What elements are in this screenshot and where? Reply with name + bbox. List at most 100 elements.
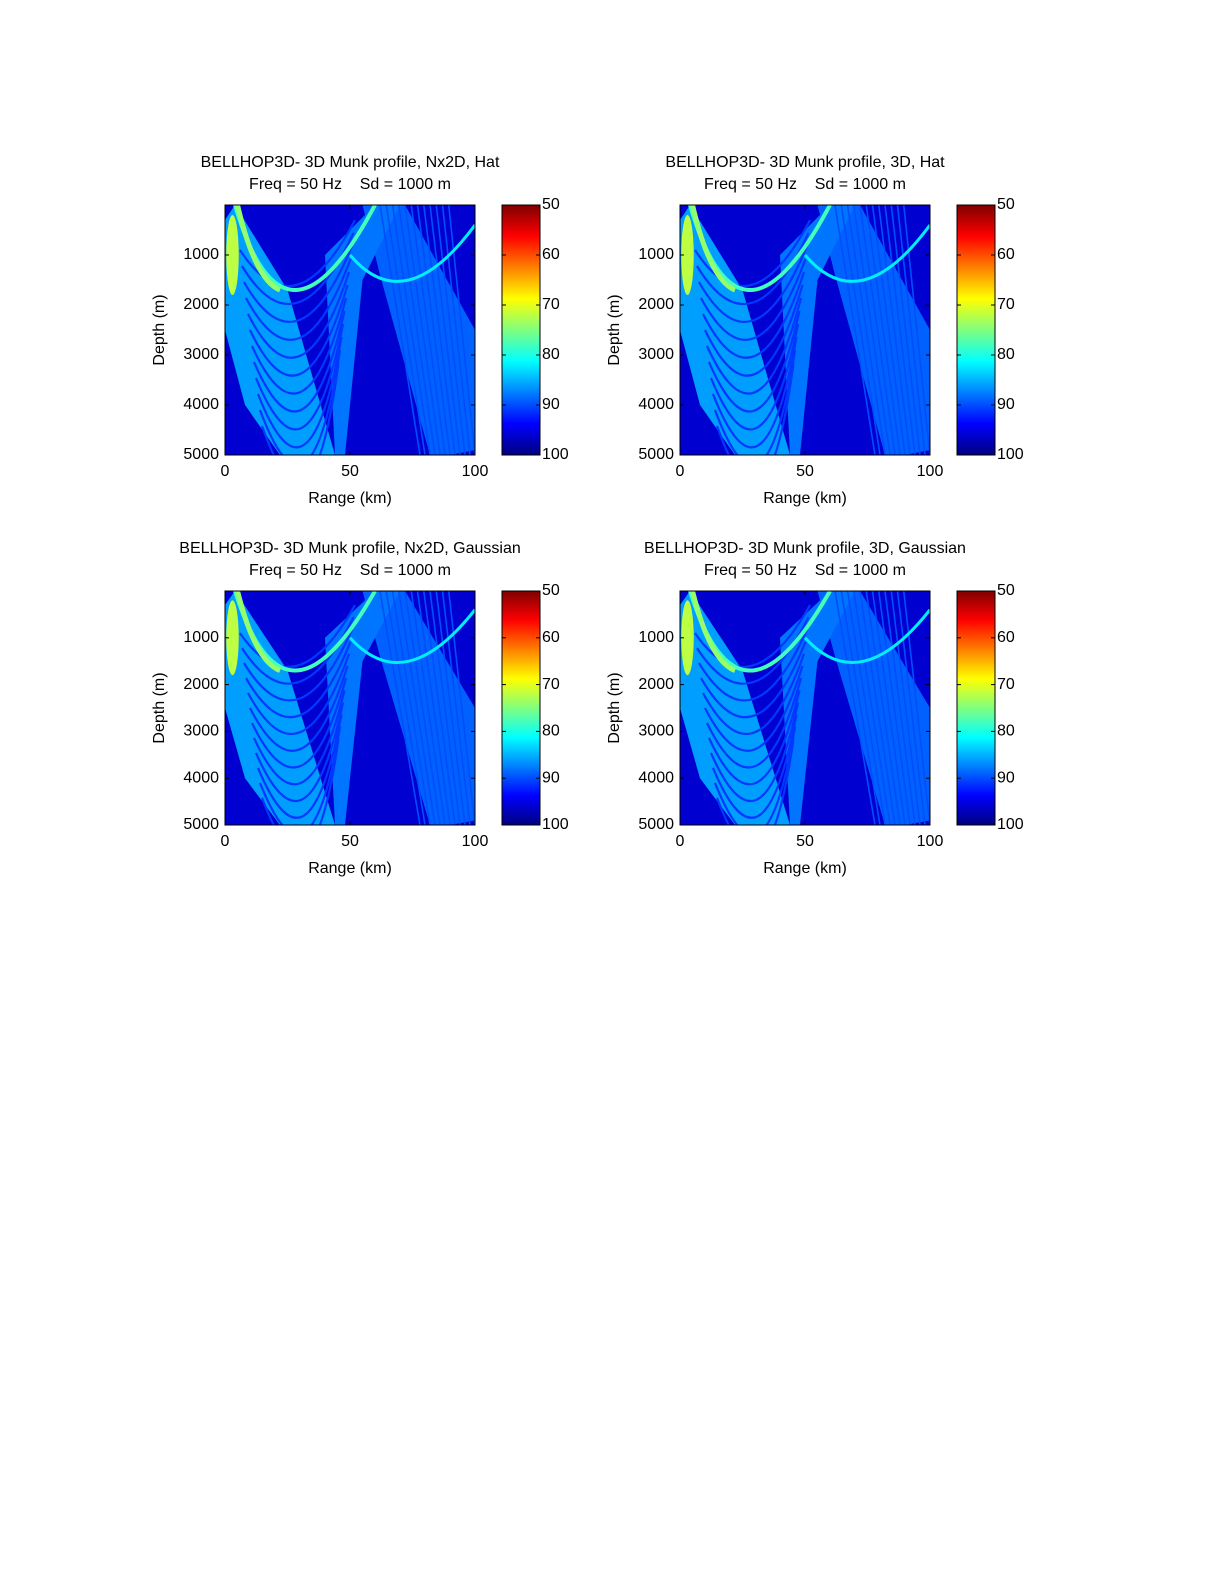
field-pattern xyxy=(441,205,471,455)
colorbar xyxy=(956,590,996,826)
colorbar-tick-label: 100 xyxy=(997,816,1024,833)
field-pattern xyxy=(694,219,811,288)
colorbar-tick-label: 50 xyxy=(542,196,560,213)
chart-subtitle: Freq = 50 Hz Sd = 1000 m xyxy=(249,562,451,579)
field-pattern xyxy=(260,738,340,825)
colorbar-tick-label: 70 xyxy=(997,676,1015,693)
field-pattern xyxy=(780,591,855,825)
field-pattern xyxy=(708,689,801,786)
field-pattern xyxy=(235,205,282,293)
field-pattern xyxy=(254,323,345,431)
colorbar-tick-label: 70 xyxy=(542,676,560,693)
colorbar-tick-label: 100 xyxy=(542,816,569,833)
field-pattern xyxy=(698,628,809,702)
chart-subtitle: Freq = 50 Hz Sd = 1000 m xyxy=(704,176,906,193)
field-pattern xyxy=(840,205,881,455)
field-pattern xyxy=(713,349,797,455)
field-pattern xyxy=(694,604,811,669)
field-pattern xyxy=(871,205,906,455)
y-axis-label: Depth (m) xyxy=(151,294,168,365)
colorbar-tick-label: 80 xyxy=(542,723,560,740)
panel: BELLHOP3D- 3D Munk profile, 3D, Hat Freq … xyxy=(606,154,1024,507)
field-pattern xyxy=(702,271,806,359)
field-pattern xyxy=(441,591,471,825)
x-tick-label: 50 xyxy=(341,463,359,480)
field-pattern xyxy=(902,205,930,455)
field-pattern xyxy=(706,677,803,769)
colorbar-tick-label: 100 xyxy=(997,446,1024,463)
field-pattern xyxy=(410,591,446,825)
chart-title: BELLHOP3D- 3D Munk profile, Nx2D, Gaussi… xyxy=(179,540,520,557)
field-pattern xyxy=(422,205,456,455)
colorbar-tick-label: 60 xyxy=(542,629,560,646)
colorbar xyxy=(956,204,996,456)
panel: BELLHOP3D- 3D Munk profile, Nx2D, Hat Fre… xyxy=(151,154,569,507)
chart-subtitle: Freq = 50 Hz Sd = 1000 m xyxy=(249,176,451,193)
field-pattern xyxy=(704,284,804,377)
y-tick-label: 2000 xyxy=(638,676,674,693)
field-pattern xyxy=(435,205,466,455)
y-tick-label: 3000 xyxy=(183,723,219,740)
chart-title: BELLHOP3D- 3D Munk profile, Nx2D, Hat xyxy=(201,154,500,171)
field-pattern xyxy=(447,591,475,825)
field-pattern xyxy=(254,702,345,802)
field-pattern xyxy=(239,219,356,288)
y-tick-label: 3000 xyxy=(638,346,674,363)
field-pattern xyxy=(435,591,466,825)
field-pattern xyxy=(700,258,807,341)
y-tick-label: 5000 xyxy=(638,816,674,833)
field-pattern xyxy=(780,205,855,455)
colorbar-tick-label: 100 xyxy=(542,446,569,463)
field-pattern xyxy=(803,224,930,283)
y-tick-label: 4000 xyxy=(183,769,219,786)
field-pattern xyxy=(834,591,876,825)
colorbar-tick-label: 90 xyxy=(542,769,560,786)
x-axis-label: Range (km) xyxy=(308,860,392,877)
colorbar-tick-label: 80 xyxy=(542,346,560,363)
field-pattern xyxy=(846,205,886,455)
field-pattern xyxy=(681,215,694,295)
field-pattern xyxy=(226,600,239,676)
field-pattern xyxy=(698,245,809,323)
y-axis-label: Depth (m) xyxy=(151,672,168,743)
colorbar-tick-label: 60 xyxy=(997,629,1015,646)
y-tick-label: 5000 xyxy=(183,446,219,463)
field-pattern xyxy=(709,323,800,431)
colorbar xyxy=(501,590,541,826)
colorbar xyxy=(501,204,541,456)
field-pattern xyxy=(902,591,930,825)
colorbar-tick-label: 90 xyxy=(997,769,1015,786)
field-pattern xyxy=(840,591,881,825)
colorbar-tick-label: 50 xyxy=(997,582,1015,599)
y-axis-label: Depth (m) xyxy=(606,294,623,365)
field-pattern xyxy=(391,591,431,825)
colorbar-tick-label: 50 xyxy=(997,196,1015,213)
x-tick-label: 100 xyxy=(462,463,489,480)
field-pattern xyxy=(846,591,886,825)
y-tick-label: 1000 xyxy=(638,629,674,646)
field-pattern xyxy=(247,653,351,736)
field-pattern xyxy=(251,677,348,769)
field xyxy=(225,205,475,455)
field-pattern xyxy=(379,591,421,825)
colorbar-tick-label: 70 xyxy=(542,296,560,313)
field-pattern xyxy=(681,600,694,676)
field-pattern xyxy=(416,591,451,825)
field-pattern xyxy=(348,608,475,664)
field-pattern xyxy=(877,591,911,825)
field-pattern xyxy=(416,205,451,455)
field-pattern xyxy=(348,224,475,283)
field-pattern xyxy=(391,205,431,455)
field-pattern xyxy=(890,205,921,455)
x-tick-label: 100 xyxy=(917,833,944,850)
field-pattern xyxy=(852,591,891,825)
y-tick-label: 2000 xyxy=(183,676,219,693)
field xyxy=(225,591,475,825)
field-pattern xyxy=(711,714,798,819)
y-tick-label: 3000 xyxy=(183,346,219,363)
field-pattern xyxy=(247,271,351,359)
field-pattern xyxy=(249,284,349,377)
field-pattern xyxy=(704,665,804,752)
panel: BELLHOP3D- 3D Munk profile, Nx2D, Gaussi… xyxy=(151,540,569,877)
